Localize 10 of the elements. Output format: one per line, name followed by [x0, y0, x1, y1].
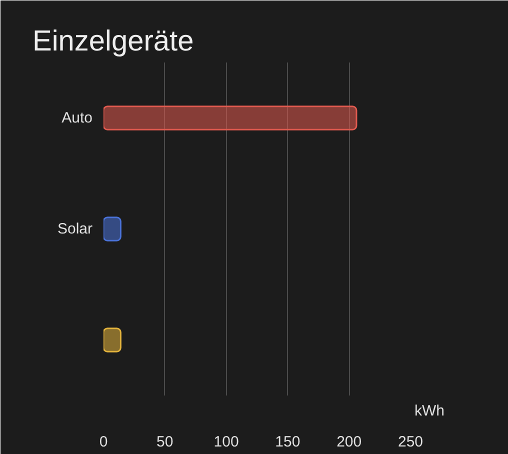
- x-tick-label: 50: [156, 434, 174, 450]
- x-axis-title: kWh: [414, 402, 444, 420]
- chart-title: Einzelgeräte: [32, 26, 194, 58]
- x-tick-label: 150: [275, 434, 300, 450]
- x-tick-label: 0: [99, 434, 108, 450]
- y-tick-label: Auto: [62, 110, 92, 126]
- x-tick-label: 100: [214, 434, 239, 450]
- x-tick-label: 200: [336, 434, 362, 450]
- x-tick-label: 250: [398, 434, 424, 450]
- y-tick-label: Solar: [57, 220, 93, 238]
